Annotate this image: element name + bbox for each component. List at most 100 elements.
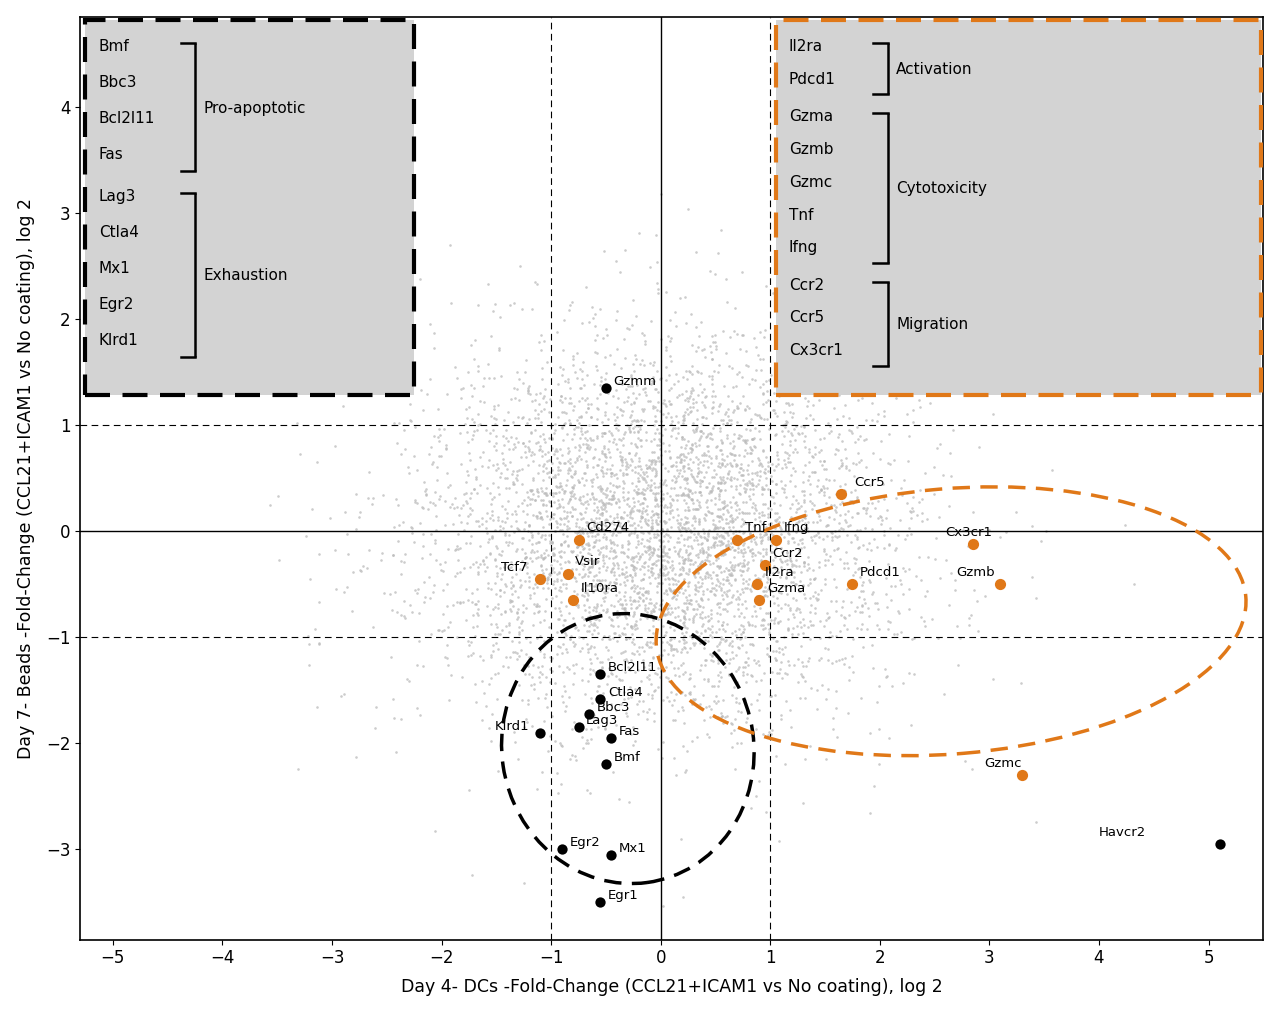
Point: [641, 373, 662, 389]
Point: [454, 522, 475, 538]
Point: [753, 548, 773, 564]
Point: [819, 424, 840, 441]
Point: [645, 491, 666, 508]
Point: [543, 510, 563, 526]
Point: [780, 403, 800, 419]
Point: [681, 468, 701, 484]
Point: [627, 620, 648, 636]
Point: [708, 708, 728, 724]
Point: [708, 475, 728, 491]
Point: [591, 654, 612, 671]
Point: [692, 599, 713, 615]
Point: [660, 616, 681, 632]
Point: [855, 431, 876, 447]
Point: [600, 573, 621, 590]
Point: [673, 452, 694, 468]
Point: [594, 522, 614, 538]
Point: [626, 352, 646, 368]
Point: [585, 442, 605, 458]
Point: [598, 434, 618, 450]
Point: [771, 601, 791, 617]
Point: [690, 556, 710, 572]
Point: [701, 469, 722, 485]
Point: [630, 673, 650, 689]
Point: [684, 526, 704, 542]
Point: [603, 525, 623, 541]
Point: [742, 432, 763, 448]
Point: [466, 596, 486, 612]
Point: [653, 543, 673, 559]
Point: [543, 540, 563, 556]
Point: [571, 494, 591, 511]
Point: [794, 509, 814, 525]
Point: [684, 395, 704, 411]
Point: [483, 512, 503, 528]
Point: [805, 271, 826, 288]
Point: [814, 552, 835, 568]
Point: [521, 524, 541, 540]
Point: [632, 652, 653, 669]
Point: [426, 459, 447, 475]
Point: [664, 581, 685, 598]
Point: [621, 580, 641, 597]
Point: [628, 423, 649, 440]
Point: [462, 867, 483, 883]
Point: [705, 576, 726, 593]
Point: [625, 524, 645, 540]
Point: [458, 592, 479, 608]
Point: [678, 595, 699, 611]
Point: [623, 525, 644, 541]
Point: [593, 463, 613, 479]
Point: [425, 497, 445, 514]
Point: [564, 635, 585, 651]
Point: [776, 517, 796, 533]
Point: [520, 591, 540, 607]
Point: [686, 468, 707, 484]
Point: [589, 451, 609, 467]
Point: [618, 484, 639, 500]
Point: [776, 693, 796, 709]
Point: [662, 472, 682, 488]
Point: [622, 517, 643, 533]
Point: [677, 514, 698, 530]
Point: [639, 667, 659, 683]
Point: [558, 554, 579, 570]
Point: [801, 680, 822, 696]
Point: [914, 613, 934, 629]
Point: [613, 473, 634, 489]
Point: [832, 433, 852, 449]
Point: [655, 420, 676, 437]
Point: [518, 532, 539, 548]
Point: [786, 600, 806, 616]
Point: [745, 721, 765, 737]
Point: [681, 552, 701, 568]
Point: [463, 481, 484, 497]
Point: [579, 537, 599, 553]
Point: [712, 457, 732, 473]
Point: [780, 551, 800, 567]
Point: [794, 486, 814, 502]
Point: [659, 450, 680, 466]
Point: [431, 561, 452, 577]
Point: [466, 471, 486, 487]
Point: [552, 522, 572, 538]
Point: [566, 419, 586, 436]
Point: [465, 676, 485, 692]
Point: [563, 583, 584, 600]
Point: [604, 542, 625, 558]
Point: [594, 589, 614, 605]
Point: [672, 428, 692, 445]
Point: [608, 618, 628, 634]
Point: [627, 480, 648, 496]
Point: [652, 659, 672, 676]
Point: [704, 469, 724, 485]
Point: [630, 611, 650, 627]
Point: [810, 431, 831, 447]
Point: [506, 483, 526, 499]
Point: [680, 592, 700, 608]
Point: [492, 566, 512, 582]
Point: [590, 693, 611, 709]
Point: [438, 541, 458, 557]
Point: [845, 550, 865, 566]
Point: [577, 516, 598, 532]
